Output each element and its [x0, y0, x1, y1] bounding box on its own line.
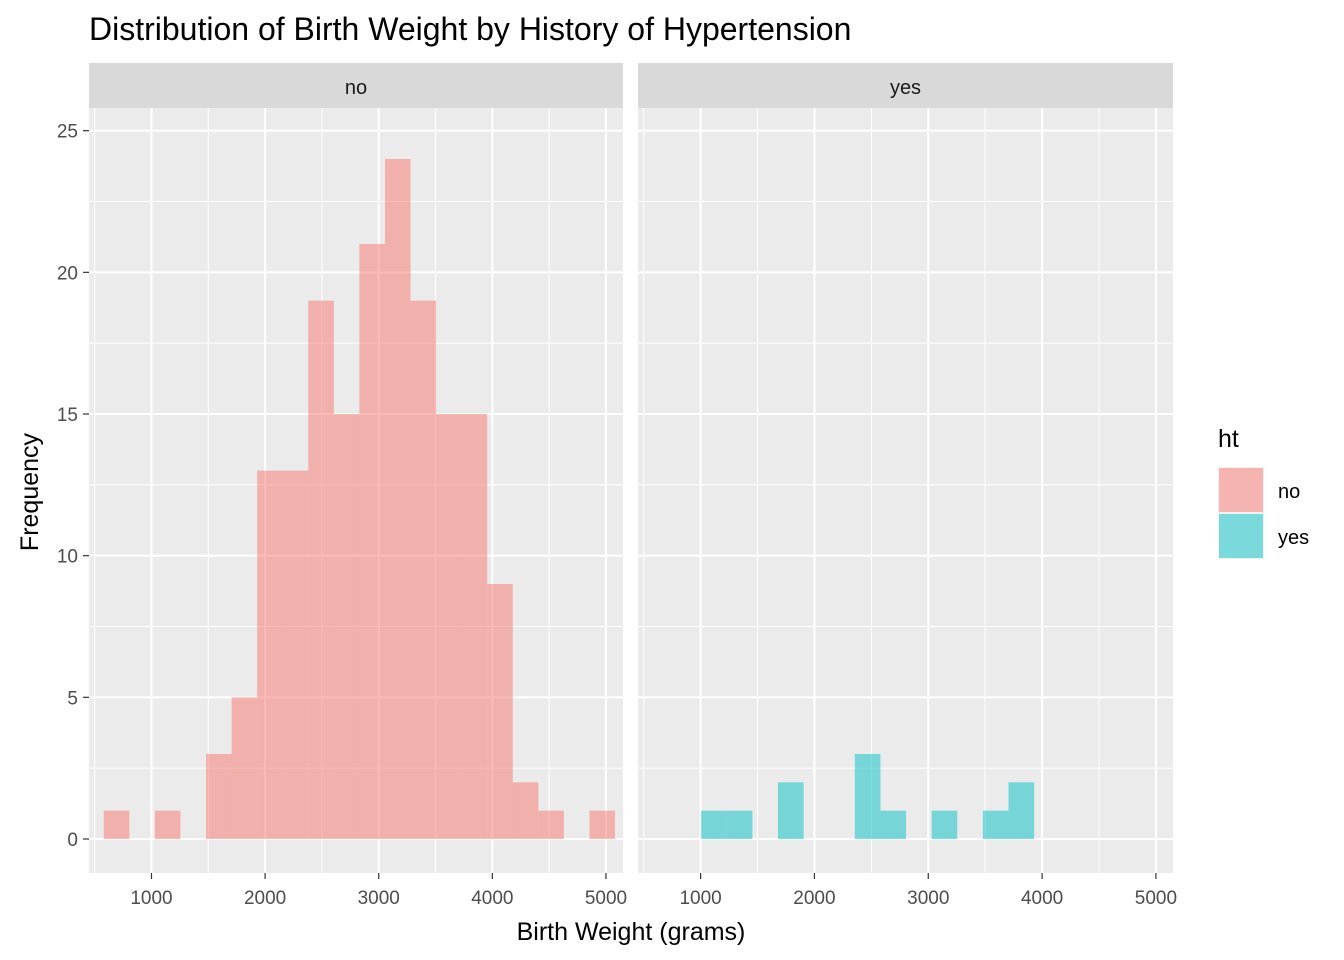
histogram-bar: [589, 810, 616, 839]
histogram-bar: [538, 810, 564, 839]
panel-background: [638, 108, 1173, 873]
histogram-bar: [982, 810, 1009, 839]
histogram-bar: [461, 414, 488, 839]
legend-key-yes: [1219, 514, 1263, 558]
y-tick-label: 5: [67, 688, 78, 709]
histogram-bar: [282, 470, 309, 839]
histogram-bar: [384, 159, 411, 839]
histogram-bar: [359, 244, 385, 839]
histogram-bar: [701, 810, 727, 839]
histogram-bar: [154, 810, 181, 839]
x-tick-label: 5000: [585, 888, 627, 909]
x-tick-label: 4000: [471, 888, 513, 909]
facet-strip: [89, 63, 623, 108]
legend-label-no: no: [1278, 481, 1300, 503]
chart-title: Distribution of Birth Weight by History …: [89, 11, 851, 47]
histogram-bar: [333, 414, 360, 839]
histogram-bar: [854, 754, 881, 839]
facet-panels: no 1000 2000 3000 4000 5000 0 5 10 15 20 25 yes 1000 2…: [57, 63, 1177, 909]
x-tick-label: 1000: [679, 888, 721, 909]
histogram-bar: [487, 584, 513, 839]
y-tick-label: 15: [57, 405, 78, 426]
legend: ht no yes: [1218, 425, 1309, 559]
x-tick-label: 1000: [130, 888, 172, 909]
legend-key-no: [1219, 468, 1263, 512]
y-axis-title: Frequency: [16, 432, 44, 551]
facet-strip: [638, 63, 1173, 108]
facet-strip-label: no: [345, 77, 367, 99]
panel-no: no 1000 2000 3000 4000 5000 0 5 10 15 20 25: [57, 63, 627, 909]
x-tick-label: 2000: [793, 888, 835, 909]
x-tick-label: 3000: [907, 888, 949, 909]
histogram-bar: [206, 754, 232, 839]
y-tick-label: 0: [67, 830, 78, 851]
x-tick-label: 5000: [1135, 888, 1177, 909]
y-tick-label: 20: [57, 263, 78, 284]
y-tick-label: 25: [57, 122, 78, 143]
histogram-bar: [308, 300, 334, 840]
x-tick-label: 3000: [358, 888, 400, 909]
panel-yes: yes 1000 2000 3000 4000 5000: [638, 63, 1177, 909]
histogram-bar: [436, 414, 462, 839]
histogram-bar: [778, 782, 804, 839]
histogram-bar: [103, 810, 130, 839]
histogram-bar: [512, 782, 539, 839]
x-tick-label: 2000: [244, 888, 286, 909]
facet-strip-label: yes: [890, 77, 921, 99]
legend-title: ht: [1218, 425, 1239, 453]
histogram-bar: [1008, 782, 1035, 839]
legend-label-yes: yes: [1278, 527, 1309, 549]
histogram-bar: [931, 810, 958, 839]
histogram-bar: [410, 300, 437, 840]
histogram-bar: [726, 810, 753, 839]
histogram-bar: [257, 470, 283, 839]
x-tick-label: 4000: [1021, 888, 1063, 909]
x-axis-title: Birth Weight (grams): [517, 918, 746, 946]
y-tick-label: 10: [57, 547, 78, 568]
histogram-bar: [880, 810, 907, 839]
histogram-bar: [231, 697, 258, 839]
